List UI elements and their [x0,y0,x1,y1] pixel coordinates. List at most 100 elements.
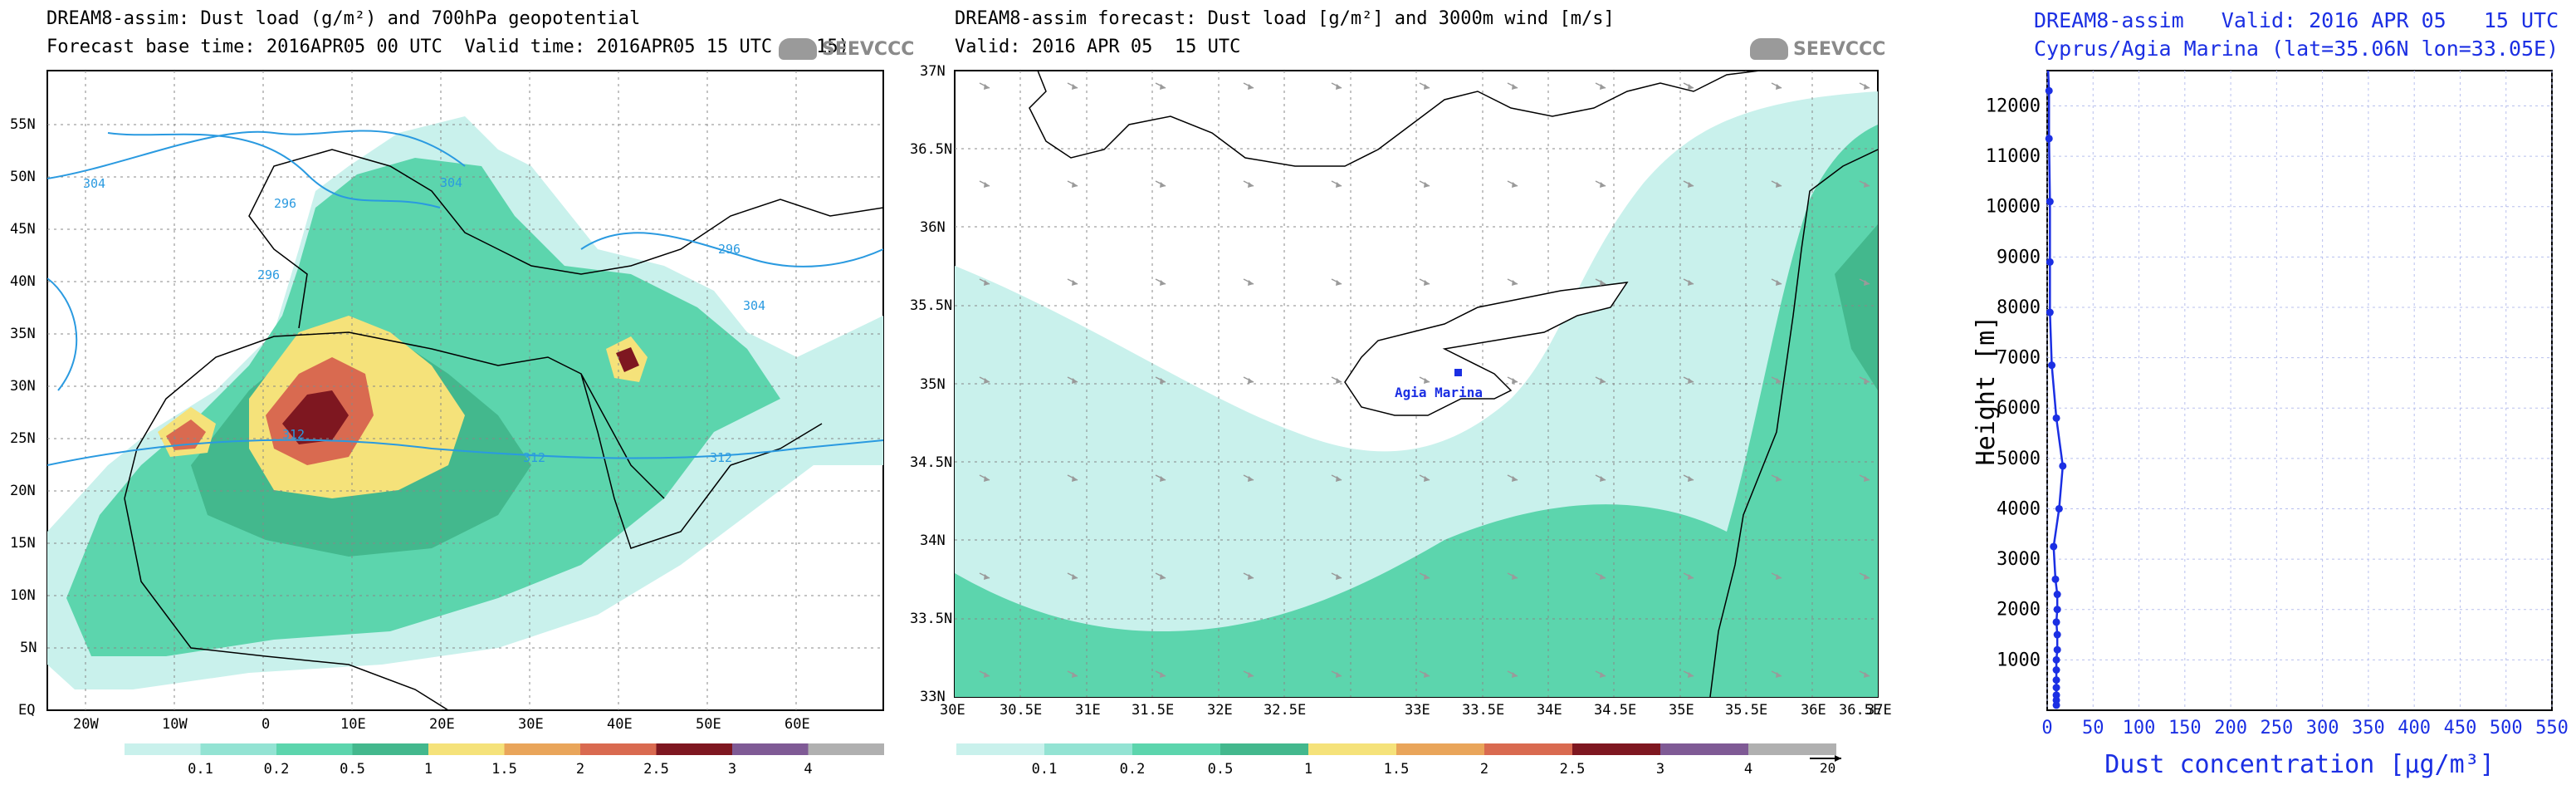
lon-label: 50E [696,716,721,733]
profile-title: DREAM8-assim Valid: 2016 APR 05 15 UTC [2034,8,2559,32]
lat-label: 20N [10,483,36,499]
wind-arrow [979,376,990,384]
wind-arrow [1507,278,1518,286]
lon-label: 20W [73,716,99,733]
profile-point [2050,542,2058,551]
lat-label: 55N [10,116,36,133]
panel2-map: Agia Marina 0.1 0.2 0.5 1 1.5 2 2.5 3 4 20 [954,70,1879,778]
lat-label: 5N [20,640,37,656]
colorbar-label: 0.5 [340,761,365,778]
lat-label: 37N [920,63,946,80]
lon-label: 36.5E [1839,702,1882,719]
wind-arrow [1508,769,1518,776]
europe-africa-panel: DREAM8-assim: Dust load (g/m²) and 700hP… [0,0,914,785]
lon-label: 31E [1075,702,1101,719]
wind-arrow [1419,670,1430,678]
colorbar-swatch [1660,743,1748,755]
wind-arrow [979,180,990,188]
wind-arrow [1067,572,1078,580]
y-tick-label: 11000 [1986,146,2041,167]
wind-arrow [1507,180,1518,188]
lon-label: 32E [1207,702,1233,719]
wind-arrow [1683,278,1694,286]
colorbar-swatch [428,743,505,755]
colorbar-swatch [276,743,353,755]
colorbar-label: 3 [1656,761,1664,778]
dust-hotspot-3 [282,390,349,444]
wind-arrow [1155,376,1166,384]
y-tick-label: 2000 [1997,600,2041,621]
seevccc-logo: SEEVCCC [779,38,914,60]
colorbar-label: 1.5 [491,761,517,778]
profile-point [2053,591,2061,599]
coastline [124,149,883,710]
y-ticks: 1000 2000 3000 4000 5000 6000 7000 8000 9000 1000… [1986,96,2041,670]
lat-label: 33.5N [910,611,953,627]
wind-arrow [1156,769,1166,776]
wind-arrow [1419,376,1430,384]
y-tick-label: 5000 [1997,449,2041,469]
profile-point [2046,258,2054,266]
wind-arrow [1155,278,1166,286]
colorbar-label: 2 [1480,761,1488,778]
wind-arrow [1419,180,1430,188]
colorbar-swatch [1484,743,1572,755]
colorbar-label: 2.5 [643,761,669,778]
contour-label: 312 [282,427,305,442]
wind-arrow [1683,82,1694,90]
dust-hotspot-5 [166,419,206,450]
wind-arrow [1419,572,1430,580]
lon-label: 0 [262,716,271,733]
wind-reference-label: 20 [1820,760,1835,776]
y-axis-label: Height [m] [1972,316,2001,466]
y-tick-label: 3000 [1997,549,2041,570]
lat-label: 34.5N [910,454,953,471]
wind-arrow [979,670,990,678]
lat-label: 35.5N [910,297,953,314]
wind-arrow [1859,180,1870,188]
contour-label: 304 [83,176,105,191]
lon-label: 20E [429,716,455,733]
wind-arrow [1155,670,1166,678]
wind-arrow [1771,278,1782,286]
wind-arrow [1244,769,1254,776]
panel1-title: DREAM8-assim: Dust load (g/m²) and 700hP… [46,8,641,29]
profile-point [2052,618,2060,626]
dust-hotspot-7 [616,347,639,372]
profile-point [2052,655,2060,664]
wind-arrow [1331,376,1342,384]
wind-arrow [1155,82,1166,90]
lat-label: 45N [10,221,36,238]
contour-label: 296 [718,242,741,257]
lat-label: 25N [10,430,36,447]
wind-arrow [979,278,990,286]
wind-arrow [1067,474,1078,482]
wind-arrow [1507,670,1518,678]
colorbar-label: 1 [424,761,433,778]
wind-arrow [1331,82,1342,90]
wind-arrow [1860,769,1870,776]
wind-arrow [1772,769,1782,776]
wind-arrow [1771,474,1782,482]
wind-arrow [1771,376,1782,384]
profile-point [2059,462,2067,470]
lat-label: 50N [10,169,36,185]
wind-arrow [1067,82,1078,90]
wind-arrow [1331,670,1342,678]
wind-arrow [1771,572,1782,580]
wind-arrow [1155,474,1166,482]
profile-point [2052,676,2060,684]
colorbar-label: 4 [1744,761,1752,778]
wind-arrow [1859,670,1870,678]
dust-field-medium [955,125,1878,697]
wind-arrow [1683,572,1694,580]
contour-label: 304 [743,298,765,313]
wind-arrow [1067,670,1078,678]
colorbar-swatch [504,743,580,755]
profile-point [2052,691,2060,699]
profile-point [2046,198,2054,206]
wind-arrow [1243,278,1254,286]
wind-arrow [1507,572,1518,580]
colorbar-label: 0.1 [188,761,213,778]
contour-label: 312 [523,450,545,465]
